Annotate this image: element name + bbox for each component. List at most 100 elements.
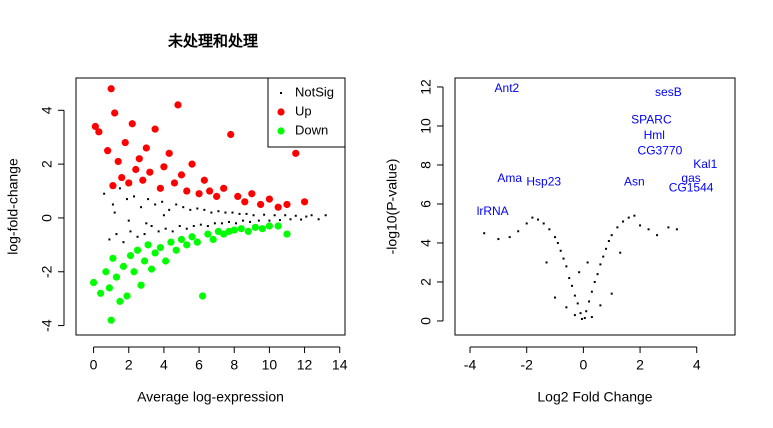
point bbox=[573, 294, 576, 297]
point bbox=[237, 225, 245, 233]
point bbox=[234, 192, 242, 201]
y-tick-label: 4 bbox=[39, 106, 55, 114]
point bbox=[274, 203, 282, 211]
point bbox=[300, 198, 309, 206]
point bbox=[188, 233, 196, 241]
point bbox=[109, 254, 117, 262]
point bbox=[213, 192, 221, 201]
point-label: Kal1 bbox=[693, 157, 717, 171]
point bbox=[200, 176, 208, 184]
y-tick-label: 8 bbox=[418, 161, 434, 169]
point bbox=[122, 241, 125, 244]
point bbox=[118, 187, 121, 190]
point bbox=[137, 281, 145, 289]
point bbox=[565, 306, 568, 309]
point bbox=[103, 192, 106, 195]
point bbox=[121, 138, 129, 147]
point bbox=[114, 157, 122, 166]
point bbox=[251, 223, 259, 231]
point bbox=[317, 218, 320, 221]
point bbox=[140, 206, 143, 209]
x-axis-label: Log2 Fold Change bbox=[537, 389, 652, 405]
point bbox=[622, 220, 625, 223]
point bbox=[162, 214, 165, 217]
point bbox=[284, 214, 287, 217]
point bbox=[199, 223, 202, 226]
point bbox=[586, 261, 589, 264]
point bbox=[111, 203, 114, 206]
point bbox=[203, 208, 206, 211]
point-label: Ant2 bbox=[495, 81, 520, 95]
point bbox=[224, 211, 227, 214]
legend-label: NotSig bbox=[295, 84, 334, 99]
point bbox=[227, 130, 235, 139]
point bbox=[580, 318, 583, 321]
point bbox=[136, 235, 139, 238]
point bbox=[109, 182, 117, 190]
point bbox=[156, 243, 164, 252]
point bbox=[610, 292, 613, 295]
point bbox=[144, 241, 152, 249]
point bbox=[656, 234, 659, 237]
x-tick-label: 4 bbox=[693, 357, 701, 373]
point bbox=[619, 251, 622, 254]
point bbox=[599, 263, 602, 266]
point bbox=[102, 268, 110, 276]
point bbox=[234, 222, 237, 225]
chart-title: 未处理和处理 bbox=[167, 32, 258, 50]
point bbox=[112, 273, 121, 281]
point bbox=[174, 101, 182, 109]
point bbox=[151, 125, 159, 133]
point bbox=[531, 216, 534, 219]
y-tick-label: 2 bbox=[39, 160, 55, 168]
point-label: CG1544 bbox=[669, 181, 714, 195]
point bbox=[193, 238, 201, 246]
point bbox=[130, 268, 138, 276]
point bbox=[105, 284, 114, 292]
point bbox=[576, 302, 579, 305]
point bbox=[554, 236, 557, 239]
point bbox=[283, 230, 291, 238]
point bbox=[583, 317, 586, 320]
point bbox=[148, 265, 156, 273]
point bbox=[160, 163, 168, 171]
point bbox=[556, 241, 559, 244]
point bbox=[596, 273, 599, 276]
point bbox=[573, 314, 576, 317]
x-tick-label: -2 bbox=[520, 357, 533, 373]
point-label: Ama bbox=[497, 171, 522, 185]
legend-marker bbox=[280, 92, 282, 94]
point bbox=[183, 241, 191, 249]
point bbox=[145, 222, 148, 225]
point bbox=[111, 109, 119, 117]
point bbox=[164, 227, 167, 230]
point bbox=[170, 179, 179, 187]
point bbox=[273, 214, 276, 217]
point bbox=[605, 247, 608, 250]
point bbox=[607, 240, 610, 243]
point-label: gas bbox=[681, 171, 700, 185]
point bbox=[175, 203, 178, 206]
point bbox=[210, 211, 213, 214]
point bbox=[135, 155, 143, 163]
point bbox=[627, 216, 630, 219]
y-axis-label: -log10(P-value) bbox=[384, 159, 400, 255]
x-tick-label: 12 bbox=[297, 357, 313, 373]
point bbox=[548, 228, 551, 231]
point bbox=[554, 296, 557, 299]
point bbox=[483, 232, 486, 235]
x-tick-label: 2 bbox=[636, 357, 644, 373]
point bbox=[213, 222, 216, 225]
point-label: lrRNA bbox=[477, 204, 509, 218]
point bbox=[154, 203, 157, 206]
plot-frame bbox=[454, 77, 736, 336]
point bbox=[244, 227, 252, 235]
point bbox=[115, 233, 118, 236]
point bbox=[245, 212, 248, 215]
point bbox=[95, 128, 103, 136]
y-tick-label: 12 bbox=[418, 79, 434, 95]
point bbox=[242, 219, 245, 222]
legend-label: Up bbox=[295, 103, 312, 118]
x-tick-label: 8 bbox=[230, 357, 238, 373]
